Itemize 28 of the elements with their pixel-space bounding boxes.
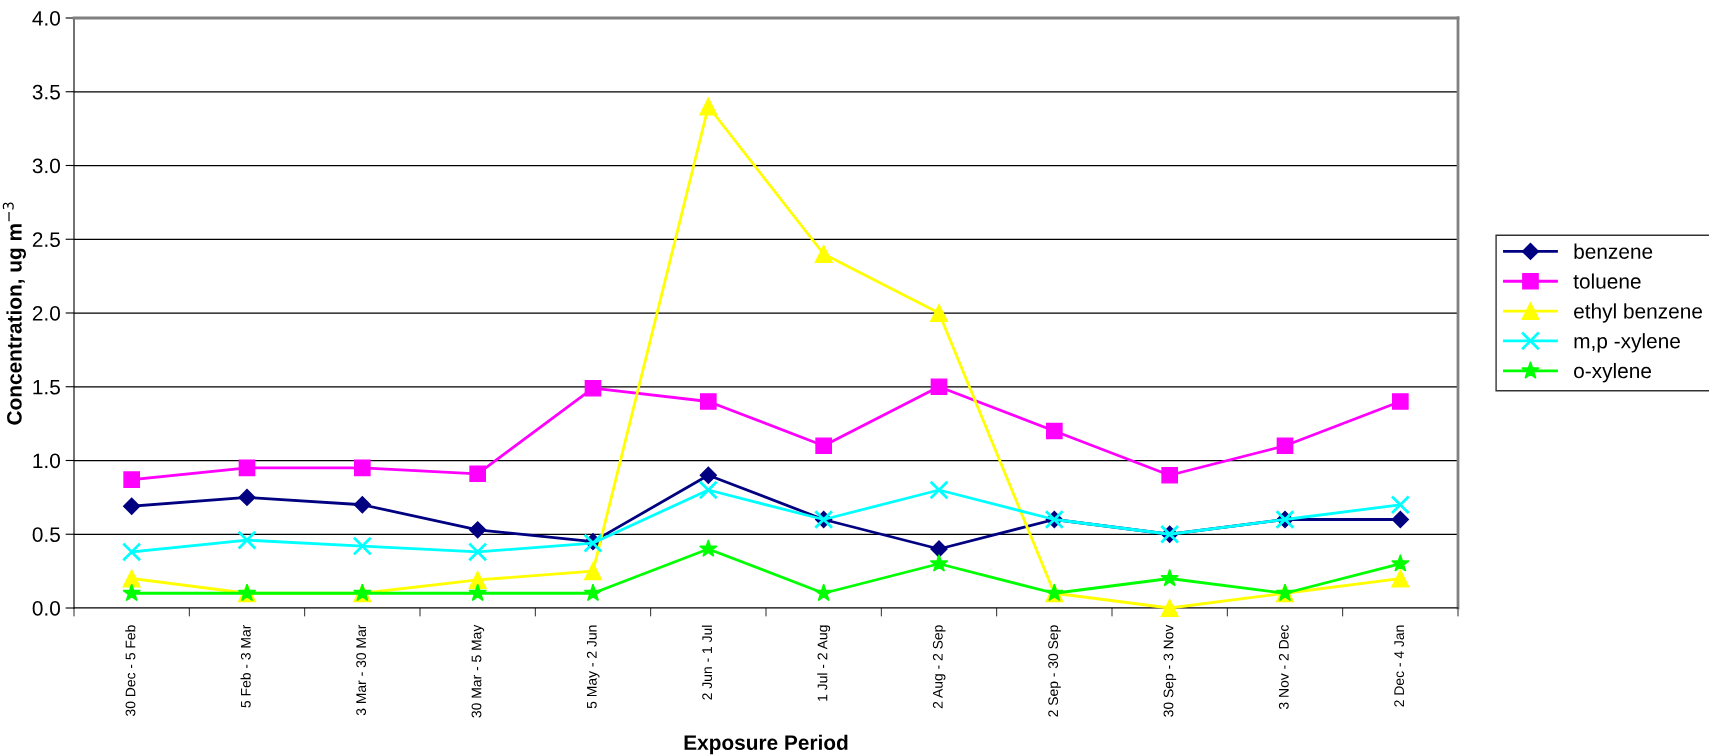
x-axis-title: Exposure Period: [684, 734, 848, 755]
legend-label: o-xylene: [1574, 362, 1651, 383]
x-tick-label: 5 May - 2 Jun: [586, 625, 600, 709]
x-tick-label: 5 Feb - 3 Mar: [240, 624, 251, 708]
x-tick-label: 3 Mar - 30 Mar: [356, 624, 367, 716]
y-tick-label: 0.0: [32, 601, 60, 616]
x-tick-label: 30 Mar - 5 May: [471, 624, 485, 718]
y-tick-label: 4.0: [32, 11, 60, 26]
x-tick-label: 1 Jul - 2 Aug: [817, 625, 831, 701]
legend-label: ethyl benzene: [1574, 303, 1702, 323]
y-tick-label: 3.5: [32, 84, 60, 100]
x-tick-label: 2 Jun - 1 Jul: [701, 625, 713, 700]
y-tick-label: 2.0: [32, 306, 60, 321]
y-tick-label: 3.0: [32, 158, 60, 174]
legend-label: m,p -xylene: [1574, 333, 1680, 353]
x-tick-label: 2 Sep - 30 Sep: [1048, 625, 1061, 717]
x-tick-label: 2 Dec - 4 Jan: [1394, 625, 1405, 707]
y-tick-label: 1.5: [33, 379, 60, 395]
x-tick-label: 30 Dec - 5 Feb: [125, 625, 136, 716]
y-tick-label: 0.5: [32, 527, 60, 542]
x-tick-label: 3 Nov - 2 Dec: [1278, 625, 1289, 710]
y-axis-title: Concentration, ug m$^{−3}$: [2, 202, 26, 425]
x-tick-label: 30 Sep - 3 Nov: [1163, 624, 1177, 717]
legend-label: benzene: [1574, 243, 1653, 259]
legend-label: toluene: [1573, 273, 1641, 289]
y-tick-label: 2.5: [32, 232, 60, 247]
y-tick-label: 1.0: [33, 453, 60, 469]
x-tick-label: 2 Aug - 2 Sep: [932, 625, 946, 709]
